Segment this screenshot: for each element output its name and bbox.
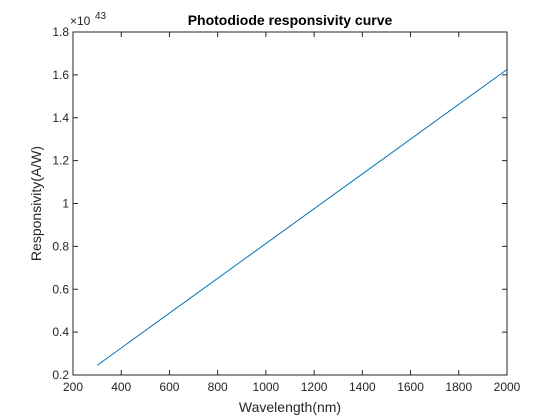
plot-background: [73, 32, 507, 375]
y-tick-label: 0.4: [52, 325, 69, 339]
x-axis-label: Wavelength(nm): [239, 399, 341, 415]
x-axis-ticks: 200 400 600 800 1000 1200 1400 1600 1800 2000: [63, 32, 521, 394]
x-tick-label: 200: [63, 380, 83, 394]
y-axis-label: Responsivity(A/W): [28, 146, 44, 261]
y-exponent-power: 43: [95, 11, 107, 22]
y-tick-label: 1: [62, 197, 69, 211]
x-tick-label: 800: [208, 380, 228, 394]
y-tick-label: 1.6: [52, 68, 69, 82]
y-tick-label: 0.2: [52, 368, 69, 382]
responsivity-series-line: [96, 69, 508, 366]
y-axis-ticks: 0.2 0.4 0.6 0.8 1 1.2 1.4 1.6 1.8: [52, 25, 507, 382]
y-tick-label: 1.2: [52, 154, 69, 168]
y-tick-label: 0.8: [52, 239, 69, 253]
x-tick-label: 1400: [349, 380, 376, 394]
x-tick-label: 1600: [397, 380, 424, 394]
x-tick-label: 600: [159, 380, 179, 394]
x-tick-label: 1000: [253, 380, 280, 394]
x-tick-label: 400: [111, 380, 131, 394]
y-tick-label: 1.8: [52, 25, 69, 39]
y-tick-label: 1.4: [52, 111, 69, 125]
x-tick-label: 1200: [301, 380, 328, 394]
x-tick-label: 1800: [445, 380, 472, 394]
y-exponent-base: ×10: [70, 14, 91, 28]
x-tick-label: 2000: [494, 380, 521, 394]
chart-title: Photodiode responsivity curve: [188, 12, 393, 28]
series-layer: [96, 69, 508, 366]
y-tick-label: 0.6: [52, 282, 69, 296]
